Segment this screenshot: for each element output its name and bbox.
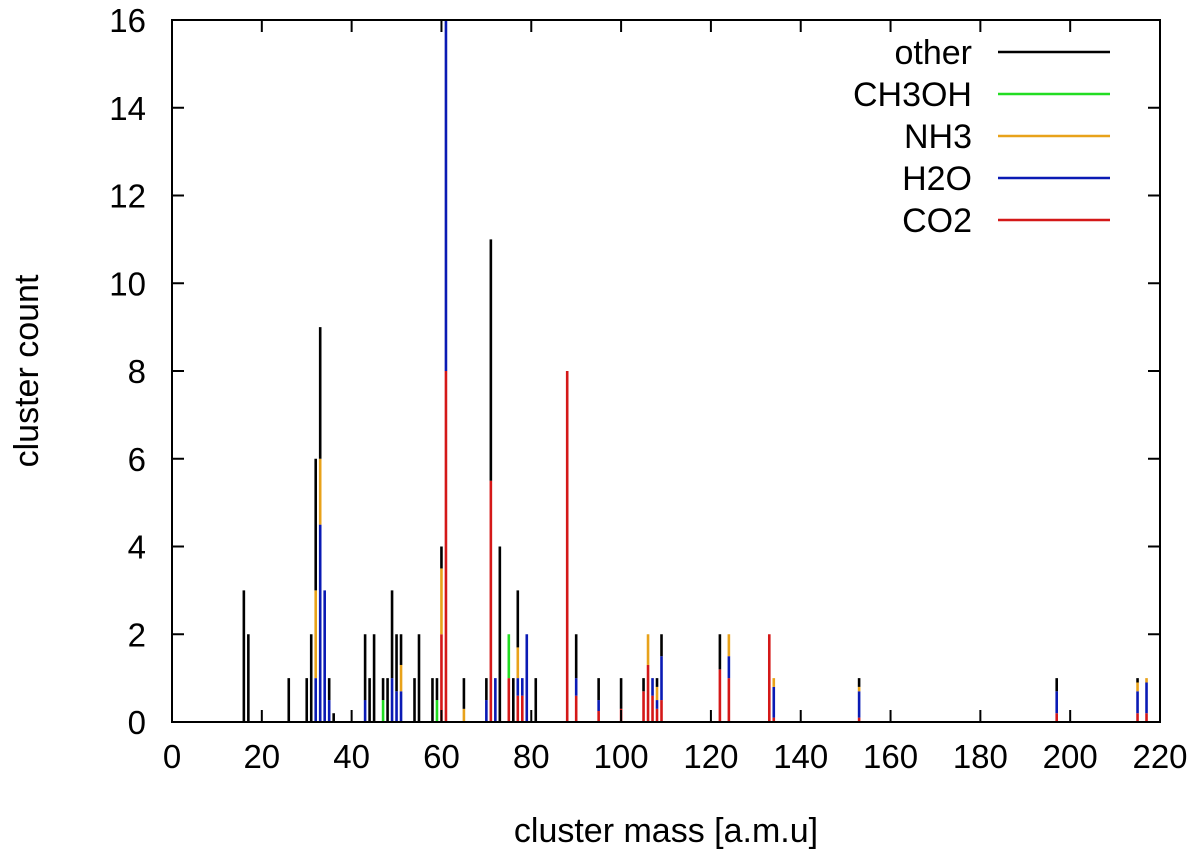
y-tick-label: 8 xyxy=(128,353,146,390)
x-tick-label: 40 xyxy=(333,738,370,775)
x-tick-label: 180 xyxy=(953,738,1008,775)
x-axis-title: cluster mass [a.m.u] xyxy=(514,812,818,850)
x-tick-label: 20 xyxy=(243,738,280,775)
x-tick-label: 160 xyxy=(863,738,918,775)
y-axis-title: cluster count xyxy=(8,274,46,467)
x-tick-label: 80 xyxy=(513,738,550,775)
x-tick-label: 140 xyxy=(773,738,828,775)
x-tick-label: 0 xyxy=(163,738,181,775)
y-tick-label: 10 xyxy=(109,265,146,302)
y-tick-label: 4 xyxy=(128,529,146,566)
axis-ticks: 0 20 40 60 80 100 120 140 160 180 200 220 0 2 4 6 8 10 12 1… xyxy=(109,2,1187,775)
y-tick-label: 0 xyxy=(128,704,146,741)
legend-label-h2o: H2O xyxy=(902,160,972,198)
y-tick-label: 6 xyxy=(128,441,146,478)
legend-label-nh3: NH3 xyxy=(904,118,972,156)
x-tick-label: 200 xyxy=(1043,738,1098,775)
y-tick-label: 2 xyxy=(128,616,146,653)
legend: other CH3OH NH3 H2O CO2 xyxy=(853,34,1110,240)
y-tick-label: 14 xyxy=(109,90,146,127)
x-tick-label: 60 xyxy=(423,738,460,775)
legend-label-ch3oh: CH3OH xyxy=(853,76,972,114)
x-tick-label: 100 xyxy=(594,738,649,775)
legend-label-co2: CO2 xyxy=(902,202,972,240)
bars-group xyxy=(242,20,1148,722)
x-tick-label: 120 xyxy=(683,738,738,775)
x-tick-label: 220 xyxy=(1132,738,1187,775)
legend-label-other: other xyxy=(895,34,973,72)
y-tick-label: 16 xyxy=(109,2,146,39)
y-tick-label: 12 xyxy=(109,178,146,215)
